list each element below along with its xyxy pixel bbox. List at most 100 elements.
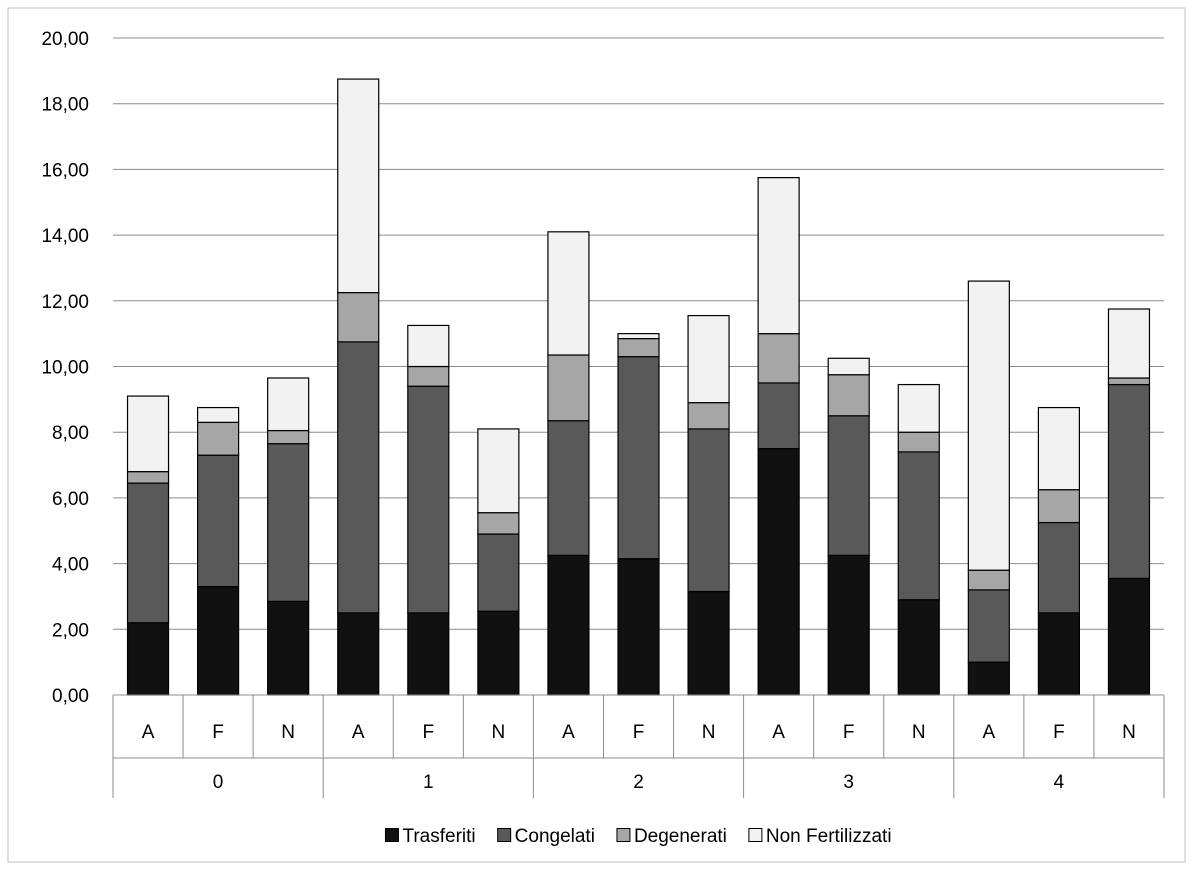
bar-segment [197,406,240,423]
legend-swatch [497,828,512,842]
y-tick-label: 0,00 [52,686,89,707]
bar-segment [1037,521,1081,614]
bar-segment [617,333,660,340]
bar-segment [126,482,170,624]
y-tick-label: 8,00 [52,423,89,444]
bar-segment [197,454,240,588]
x-category-label: N [281,722,295,743]
bar-segment [827,357,870,376]
bar-segment [477,533,520,612]
y-tick-label: 2,00 [52,620,89,641]
bar-segment [687,428,730,593]
x-group-label: 0 [213,772,224,793]
bar-segment [687,590,730,696]
x-group-label: 1 [423,772,434,793]
x-category-label: N [702,722,716,743]
bar-segment [897,431,940,453]
x-category-label: A [142,722,155,743]
x-category-label: N [912,722,926,743]
y-tick-label: 10,00 [41,358,89,379]
bar-segment [687,314,730,404]
bar-segment [757,177,800,335]
bar-segment [477,610,520,696]
bar-segment [477,512,520,535]
bar-segment [197,585,240,696]
legend-label: Trasferiti [402,826,475,847]
bar-segment [1037,489,1081,524]
bar-segment [267,600,310,696]
bar-segment [1107,308,1151,379]
x-category-label: A [562,722,575,743]
bar-segment [547,231,590,356]
bar-segment [1107,577,1151,696]
x-category-label: F [212,722,224,743]
x-category-label: A [982,722,995,743]
bar-segment [337,291,380,343]
bar-segment [687,402,730,430]
bar-segment [337,612,380,696]
bar-segment [967,280,1010,571]
bar-segment [897,451,940,601]
legend-swatch [616,828,631,842]
bars [126,78,1151,696]
x-category-label: N [491,722,505,743]
x-category-label: F [633,722,645,743]
bar-segment [126,471,170,484]
y-axis-tick-labels: 0,00 2,00 4,00 6,00 8,00 10,00 12,00 14,00 16,00… [41,29,89,707]
legend: Trasferiti Congelati Degenerati Non Fertili… [384,826,892,847]
y-tick-label: 4,00 [52,555,89,576]
x-group-label: 2 [633,772,644,793]
y-tick-label: 12,00 [41,292,89,313]
y-tick-label: 6,00 [52,489,89,510]
bar-segment [757,382,800,450]
bar-segment [827,554,870,696]
legend-swatch [384,828,399,842]
bar-segment [267,443,310,602]
bar-segment [407,324,450,368]
bar-segment [897,599,940,696]
bar-segment [547,420,590,556]
legend-label: Non Fertilizzati [766,826,892,847]
bar-segment [757,448,800,696]
bar-segment [267,429,310,445]
bar-segment [407,365,450,387]
x-category-label: F [422,722,434,743]
bar-segment [967,661,1010,696]
y-tick-label: 14,00 [41,226,89,247]
bar-segment [126,395,170,473]
legend-swatch [748,828,763,842]
bar-segment [757,333,800,384]
bar-segment [197,421,240,456]
x-category-label: F [1053,722,1065,743]
bar-segment [407,612,450,696]
bar-segment [477,428,520,514]
bar-segment [827,374,870,417]
bar-segment [617,337,660,358]
x-axis-labels: A F N A F N A F N A F N A F N 0 1 2 3 4 [142,722,1136,793]
axes [112,694,1165,798]
bar-segment [1037,406,1081,491]
bar-segment [547,354,590,422]
bar-segment [827,415,870,556]
bar-segment [617,558,660,696]
x-category-label: N [1122,722,1136,743]
bar-segment [1107,383,1151,579]
x-group-label: 3 [843,772,854,793]
bar-segment [897,383,940,433]
x-category-label: F [843,722,855,743]
x-category-label: A [772,722,785,743]
x-category-label: A [352,722,365,743]
bar-segment [1037,612,1081,696]
y-tick-label: 16,00 [41,160,89,181]
bar-segment [337,341,380,614]
bar-segment [126,622,170,696]
bar-segment [617,356,660,560]
y-tick-label: 18,00 [41,95,89,116]
bar-segment [267,377,310,432]
bar-segment [967,589,1010,663]
bar-segment [1107,377,1151,386]
x-group-label: 4 [1054,772,1065,793]
bar-segment [967,569,1010,591]
